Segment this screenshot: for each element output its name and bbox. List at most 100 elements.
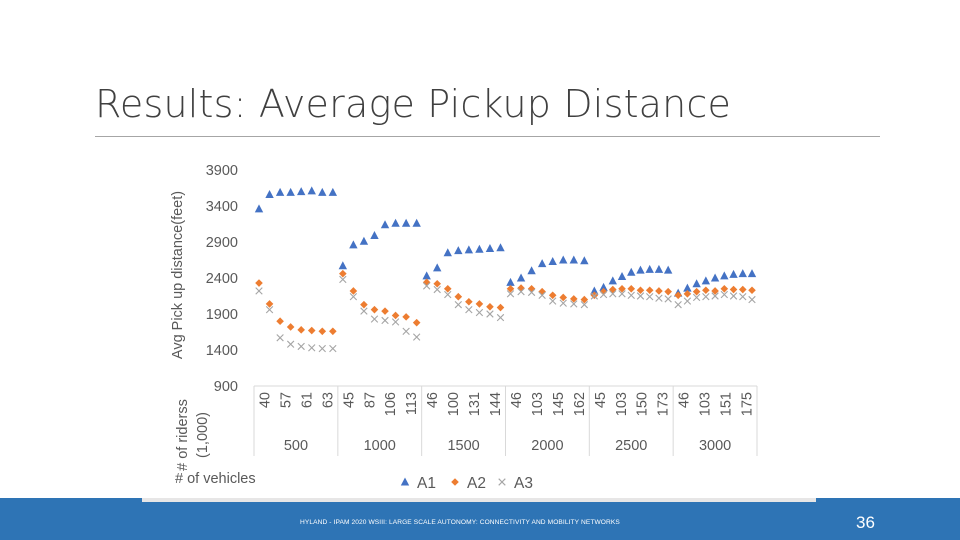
cross-stroke — [465, 305, 473, 314]
cross-stroke — [255, 287, 263, 295]
point-a3 — [286, 340, 295, 348]
cross-stroke — [538, 291, 546, 299]
point-a1 — [506, 277, 515, 286]
point-a3 — [720, 290, 729, 299]
y-axis-label: Avg Pick up distance(feet) — [170, 191, 186, 359]
data-points — [254, 186, 757, 353]
point-a3 — [729, 292, 738, 300]
cross-stroke — [308, 344, 316, 352]
point-a2 — [506, 285, 515, 293]
y-tick-label: 2400 — [206, 271, 238, 287]
legend-label: A2 — [467, 475, 486, 492]
point-a1 — [627, 267, 636, 276]
point-a3 — [402, 327, 410, 335]
point-a1 — [380, 220, 390, 229]
footer-text: HYLAND - IPAM 2020 WSIII: LARGE SCALE AU… — [300, 519, 620, 526]
point-a2 — [580, 295, 589, 304]
point-a3 — [412, 333, 421, 341]
cross-stroke — [739, 293, 747, 301]
point-a2 — [286, 323, 295, 331]
point-a2 — [349, 287, 358, 295]
point-a1 — [265, 189, 274, 198]
point-a1 — [548, 256, 557, 265]
point-a3 — [636, 292, 645, 300]
point-a3 — [739, 293, 747, 301]
point-a3 — [683, 297, 692, 305]
cross-stroke — [297, 342, 305, 351]
cross-stroke — [618, 290, 626, 298]
y-tick-label: 900 — [214, 379, 238, 395]
x-tick-label: 151 — [719, 392, 735, 416]
x-axis-ticks: 40 57 61 63 500 45 87 106 113 1000 46 100 131 144 1500… — [257, 392, 755, 454]
footer-bar — [0, 498, 960, 540]
cross-stroke — [318, 344, 326, 353]
x-inner-label-line-1: # of riderss — [175, 399, 191, 471]
point-a3 — [748, 295, 756, 304]
cross-stroke — [444, 290, 452, 299]
cross-stroke — [276, 334, 284, 342]
x-tick-label: 131 — [467, 392, 483, 416]
footer-accent — [142, 498, 816, 502]
point-a1 — [286, 187, 295, 196]
point-a1 — [412, 218, 421, 227]
cross-stroke — [486, 310, 494, 318]
y-tick-label: 3400 — [206, 199, 238, 215]
point-a3 — [692, 293, 701, 302]
point-a2 — [664, 287, 672, 296]
point-a3 — [627, 291, 635, 299]
cross-stroke — [454, 300, 462, 309]
point-a2 — [475, 300, 484, 308]
x-tick-label: 173 — [656, 392, 672, 416]
point-a1 — [710, 273, 720, 282]
point-a2 — [548, 291, 557, 300]
point-a3 — [570, 300, 578, 308]
point-a2 — [255, 279, 263, 287]
x-tick-label: 87 — [362, 392, 378, 408]
group-label: 2500 — [615, 438, 647, 454]
point-a3 — [655, 294, 663, 302]
x-tick-label: 175 — [740, 392, 756, 416]
cross-stroke — [339, 275, 347, 284]
point-a3 — [559, 299, 567, 307]
point-a1 — [645, 264, 654, 273]
point-a1 — [580, 256, 589, 265]
point-a1 — [359, 236, 369, 245]
cross-stroke — [570, 300, 578, 308]
point-a2 — [381, 307, 389, 315]
x-tick-label: 103 — [614, 392, 630, 416]
x-tick-label: 106 — [383, 392, 399, 416]
point-a2 — [391, 311, 400, 320]
cross-stroke — [748, 295, 756, 304]
x-tick-label: 162 — [572, 392, 588, 416]
slide-title: Results: Average Pickup Distance — [95, 82, 732, 126]
point-a1 — [692, 279, 701, 288]
point-a1 — [527, 266, 536, 275]
x-tick-label: 40 — [257, 392, 273, 408]
plot-frame — [253, 385, 758, 456]
point-a1 — [729, 269, 738, 278]
cross-stroke — [498, 478, 506, 486]
group-label: 500 — [284, 438, 308, 454]
point-a3 — [433, 285, 441, 294]
legend-marker-a2 — [451, 478, 459, 486]
point-a2 — [636, 286, 645, 295]
cross-stroke — [711, 292, 719, 300]
cross-stroke — [402, 327, 410, 335]
group-label: 2000 — [531, 438, 563, 454]
cross-stroke — [636, 292, 645, 300]
cross-stroke — [702, 293, 710, 301]
x-tick-label: 63 — [320, 392, 336, 408]
point-a3 — [381, 316, 389, 325]
chart-area — [143, 152, 816, 498]
point-a1 — [569, 255, 578, 264]
x-tick-label: 45 — [593, 392, 609, 408]
point-a2 — [674, 291, 682, 300]
cross-stroke — [433, 285, 441, 294]
point-a3 — [517, 287, 525, 296]
point-a2 — [618, 285, 626, 293]
point-a2 — [297, 326, 305, 334]
point-a1 — [485, 243, 495, 252]
cross-stroke — [692, 293, 701, 302]
cross-stroke — [329, 344, 337, 353]
point-a1 — [608, 276, 617, 285]
